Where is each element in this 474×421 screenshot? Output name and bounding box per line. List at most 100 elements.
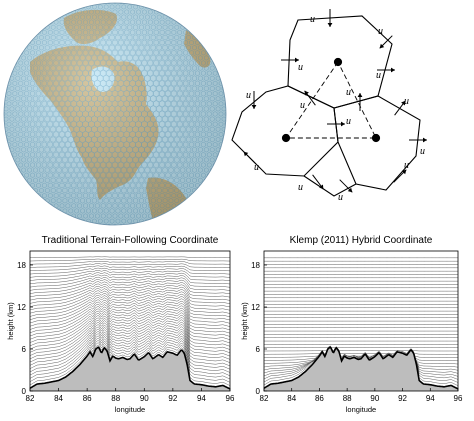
edge-velocity-label: u <box>376 70 381 81</box>
x-tick-label: 92 <box>398 394 407 403</box>
x-tick-label: 86 <box>83 394 92 403</box>
x-tick-label: 84 <box>287 394 296 403</box>
y-tick-label: 18 <box>17 261 26 270</box>
y-tick-label: 6 <box>256 345 261 354</box>
x-tick-label: 90 <box>370 394 379 403</box>
coordinate-level-line <box>29 270 231 278</box>
y-tick-label: 0 <box>256 387 261 396</box>
x-tick-label: 88 <box>111 394 120 403</box>
coordinate-level-line <box>29 288 231 304</box>
x-axis-label: longitude <box>115 405 145 414</box>
terrain-surface-line <box>263 346 459 390</box>
velocity-arrow-head <box>304 90 309 96</box>
coordinate-level-line <box>29 267 231 275</box>
coordinate-level-line <box>29 326 231 360</box>
velocity-arrow-head <box>401 169 407 175</box>
coordinate-level-line <box>29 256 231 259</box>
edge-velocity-label: u <box>246 90 251 101</box>
coordinate-level-line <box>263 346 459 352</box>
x-tick-label: 88 <box>343 394 352 403</box>
globe-outline <box>3 2 227 226</box>
velocity-arrow-head <box>391 67 395 73</box>
velocity-arrow-head <box>401 100 406 106</box>
edge-velocity-label: u <box>404 96 409 107</box>
velocity-arrow-head <box>319 184 324 190</box>
plot-frame <box>263 250 459 392</box>
coordinate-level-line <box>29 290 231 308</box>
edge-velocity-label: u <box>346 116 351 127</box>
chart-terrain-following: Traditional Terrain-Following Coordinate… <box>6 235 235 414</box>
chart-hybrid-coordinate: Klemp (2011) Hybrid Coordinate 82 84 86 88 90… <box>240 235 463 414</box>
coordinate-level-line <box>29 279 231 291</box>
x-tick-label: 96 <box>226 394 235 403</box>
coordinate-level-line <box>29 299 231 321</box>
y-tick-label: 0 <box>22 387 27 396</box>
coordinate-level-line <box>263 346 459 358</box>
velocity-arrow-head <box>295 57 299 63</box>
edge-velocity-label: u <box>300 100 305 111</box>
x-tick-label: 96 <box>454 394 463 403</box>
voronoi-open-edge <box>303 175 357 197</box>
x-tick-label: 86 <box>315 394 324 403</box>
coordinate-level-line <box>29 340 231 380</box>
y-axis-label: height (km) <box>240 302 249 340</box>
globe-shading <box>4 3 226 225</box>
chart-title: Traditional Terrain-Following Coordinate <box>42 235 219 246</box>
coordinate-level-line <box>263 346 459 383</box>
delaunay-triangle <box>285 61 377 139</box>
edge-velocity-label: u <box>254 162 259 173</box>
velocity-arrow-head <box>347 187 353 193</box>
coordinate-level-line <box>29 306 231 331</box>
edge-velocity-label: u <box>420 146 425 157</box>
x-tick-label: 82 <box>260 394 269 403</box>
edge-velocity-label: u <box>378 26 383 37</box>
coordinate-level-line <box>29 333 231 370</box>
velocity-arrow-head <box>423 137 427 143</box>
coordinate-level-line <box>29 337 231 377</box>
terrain-surface-line <box>29 346 231 390</box>
coordinate-level-line <box>29 276 231 288</box>
edge-velocity-label: u <box>298 182 303 193</box>
cell-center-right <box>371 133 381 143</box>
coordinate-level-line <box>29 312 231 340</box>
coordinate-level-line <box>264 346 458 348</box>
coordinate-level-line <box>29 258 231 262</box>
edge-velocity-label: u <box>404 160 409 171</box>
cell-center-top <box>333 57 343 67</box>
coordinate-level-line <box>29 292 231 311</box>
coordinate-level-line <box>29 324 231 357</box>
coordinate-level-line <box>29 344 231 386</box>
velocity-arrow-head <box>327 23 333 27</box>
y-tick-label: 6 <box>22 345 27 354</box>
cell-center-left <box>281 133 291 143</box>
coordinate-level-line <box>29 281 231 295</box>
voronoi-cell-right <box>333 95 421 191</box>
edge-velocity-label: u <box>346 87 351 98</box>
coordinate-level-line <box>29 342 231 383</box>
x-axis-label: longitude <box>346 405 376 414</box>
coordinate-level-line <box>29 317 231 347</box>
coordinate-level-line <box>29 315 231 344</box>
edge-velocity-label: u <box>298 62 303 73</box>
terrain-fill <box>30 347 230 391</box>
coordinate-level-line <box>29 283 231 298</box>
coordinate-level-line <box>29 331 231 367</box>
x-tick-label: 84 <box>54 394 63 403</box>
coordinate-level-line <box>29 310 231 337</box>
y-axis-label: height (km) <box>6 302 15 340</box>
velocity-arrow-head <box>379 43 385 49</box>
coordinate-level-line <box>29 285 231 301</box>
velocity-arrow-head <box>251 105 257 109</box>
coordinate-level-line <box>29 303 231 327</box>
y-tick-label: 18 <box>251 261 260 270</box>
coordinate-level-line <box>29 261 231 265</box>
x-tick-label: 82 <box>26 394 35 403</box>
x-tick-label: 94 <box>426 394 435 403</box>
coordinate-level-line <box>29 297 231 318</box>
y-tick-label: 12 <box>251 303 260 312</box>
coordinate-level-line <box>29 274 231 285</box>
coordinate-level-line <box>29 272 231 281</box>
x-tick-label: 94 <box>197 394 206 403</box>
